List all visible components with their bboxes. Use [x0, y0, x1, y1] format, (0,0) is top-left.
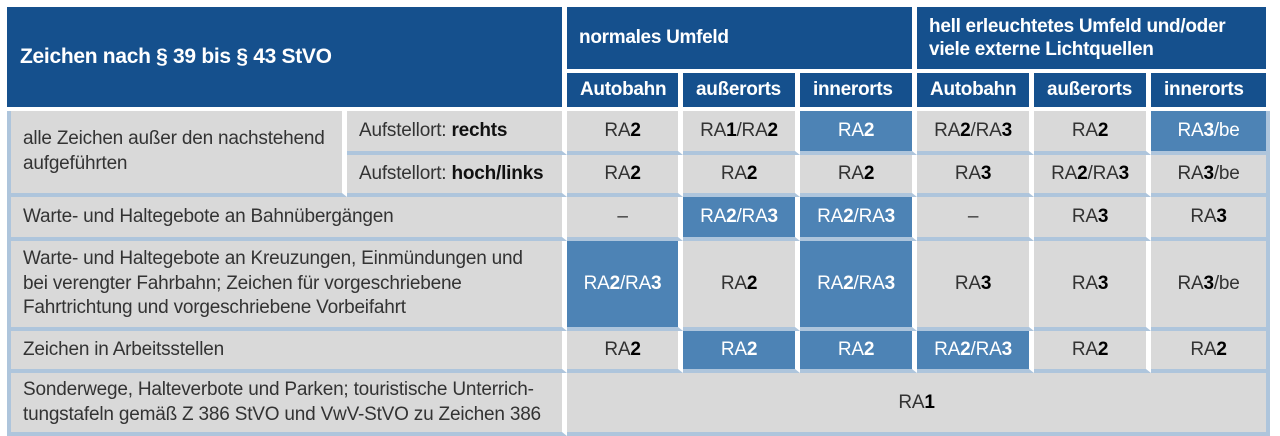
value-cell: – [917, 197, 1035, 241]
aufstellort-value: rechts [451, 120, 508, 141]
row-label: Zeichen in Arbeitsstellen [7, 331, 568, 373]
row-label: Sonderwege, Halteverbote und Parken; tou… [7, 373, 568, 436]
aufstellort-rechts: Aufstellort: rechts [347, 111, 568, 155]
row-label: Warte- und Haltegebote an Bahnübergängen [7, 197, 568, 241]
value-cell: RA2/RA3 [917, 331, 1035, 373]
value-cell: RA2 [567, 111, 684, 155]
col-group-normales-umfeld: normales Umfeld [567, 7, 918, 73]
aufstellort-prefix: Aufstellort: [359, 163, 452, 184]
aufstellort-prefix: Aufstellort: [359, 120, 452, 141]
aufstellort-hoch-links: Aufstellort: hoch/links [347, 155, 568, 197]
value-cell: RA2 [800, 155, 918, 197]
value-cell: RA3 [1151, 197, 1271, 241]
sub-header-innerorts-hell: innerorts [1151, 73, 1271, 111]
value-cell: RA2/RA3 [800, 197, 918, 241]
value-cell: RA3 [917, 155, 1035, 197]
sub-header-innerorts-normal: innerorts [800, 73, 918, 111]
row-label: Warte- und Haltegebote an Kreuzungen, Ei… [7, 241, 568, 331]
value-cell: RA2 [1034, 111, 1152, 155]
value-cell: RA2 [1034, 331, 1152, 373]
value-cell: RA2 [800, 111, 918, 155]
value-cell: RA2 [567, 331, 684, 373]
value-cell: RA2/RA3 [800, 241, 918, 331]
value-cell: RA3/be [1151, 155, 1271, 197]
row-label: alle Zeichen außer den nachstehend aufge… [7, 111, 347, 197]
value-cell: RA3 [1034, 197, 1152, 241]
value-cell: RA3 [917, 241, 1035, 331]
value-cell: RA2 [683, 331, 801, 373]
table-title-cell: Zeichen nach § 39 bis § 43 StVO [7, 7, 568, 111]
value-cell: RA2 [1151, 331, 1271, 373]
aufstellort-value: hoch/links [451, 163, 544, 184]
sub-header-autobahn-hell: Autobahn [917, 73, 1035, 111]
value-cell: RA3/be [1151, 111, 1271, 155]
value-cell: RA2/RA3 [1034, 155, 1152, 197]
value-cell: RA1/RA2 [683, 111, 801, 155]
value-cell: RA2/RA3 [917, 111, 1035, 155]
value-cell: RA2/RA3 [567, 241, 684, 331]
sub-header-autobahn-normal: Autobahn [567, 73, 684, 111]
value-cell: RA2/RA3 [683, 197, 801, 241]
value-cell: – [567, 197, 684, 241]
col-group-hell-erleuchtet: hell erleuchtetes Umfeld und/oder viele … [917, 7, 1271, 73]
sub-header-ausserorts-hell: außerorts [1034, 73, 1152, 111]
value-cell: RA2 [567, 155, 684, 197]
sub-header-ausserorts-normal: außerorts [683, 73, 801, 111]
value-cell-merged: RA1 [567, 373, 1271, 436]
value-cell: RA2 [800, 331, 918, 373]
stvo-reflectivity-table: Zeichen nach § 39 bis § 43 StVO normales… [7, 7, 1271, 436]
value-cell: RA3 [1034, 241, 1152, 331]
value-cell: RA2 [683, 241, 801, 331]
value-cell: RA3/be [1151, 241, 1271, 331]
value-cell: RA2 [683, 155, 801, 197]
